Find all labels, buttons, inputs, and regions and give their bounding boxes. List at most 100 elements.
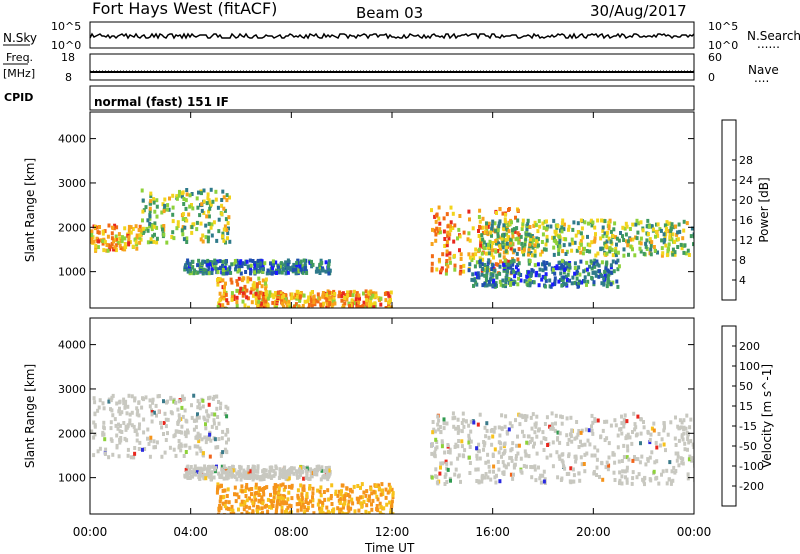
heatmap-cell bbox=[213, 467, 217, 472]
heatmap-cell bbox=[616, 250, 620, 255]
heatmap-cell bbox=[501, 283, 505, 288]
heatmap-cell bbox=[501, 278, 505, 283]
heatmap-cell bbox=[239, 477, 243, 482]
heatmap-cell bbox=[363, 306, 367, 308]
heatmap-cell bbox=[319, 302, 323, 307]
heatmap-cell bbox=[225, 506, 229, 511]
heatmap-cell bbox=[676, 237, 680, 242]
heatmap-cell bbox=[205, 409, 209, 414]
heatmap-cell bbox=[261, 269, 265, 274]
heatmap-cell bbox=[504, 238, 508, 243]
heatmap-cell bbox=[585, 451, 589, 456]
heatmap-cell bbox=[583, 246, 586, 251]
heatmap-cell bbox=[475, 282, 479, 287]
heatmap-cell bbox=[528, 242, 532, 247]
heatmap-cell bbox=[237, 495, 241, 500]
heatmap-cell bbox=[462, 424, 466, 429]
heatmap-cell bbox=[466, 237, 470, 242]
heatmap-cell bbox=[542, 469, 546, 474]
heatmap-cell bbox=[127, 224, 131, 229]
heatmap-cell bbox=[197, 258, 201, 263]
heatmap-cell bbox=[477, 442, 481, 447]
heatmap-cell bbox=[264, 306, 268, 308]
heatmap-cell bbox=[530, 438, 534, 443]
heatmap-cell bbox=[175, 194, 179, 199]
heatmap-cell bbox=[445, 461, 449, 466]
x-tick-label: 16:00 bbox=[475, 525, 510, 539]
colorbar-tick-label: 28 bbox=[739, 154, 753, 167]
heatmap-cell bbox=[98, 446, 102, 451]
heatmap-cell bbox=[498, 244, 502, 249]
heatmap-cell bbox=[609, 423, 613, 428]
heatmap-cell bbox=[97, 405, 101, 410]
heatmap-cell bbox=[477, 247, 481, 252]
heatmap-cell bbox=[279, 483, 283, 488]
heatmap-cell bbox=[447, 236, 451, 241]
heatmap-cell bbox=[374, 291, 378, 296]
heatmap-cell bbox=[312, 300, 316, 305]
heatmap-cell bbox=[362, 490, 366, 495]
heatmap-cell bbox=[333, 301, 337, 306]
heatmap-cell bbox=[148, 454, 152, 459]
heatmap-cell bbox=[634, 457, 638, 461]
heatmap-cell bbox=[118, 406, 121, 411]
heatmap-cell bbox=[676, 245, 680, 249]
heatmap-cell bbox=[544, 437, 548, 441]
heatmap-cell bbox=[516, 236, 520, 241]
heatmap-cell bbox=[303, 509, 307, 514]
heatmap-cell bbox=[177, 445, 181, 450]
heatmap-cell bbox=[162, 421, 166, 425]
heatmap-cell bbox=[128, 240, 132, 245]
heatmap-cell bbox=[219, 401, 223, 406]
heatmap-cell bbox=[189, 465, 193, 469]
heatmap-cell bbox=[132, 455, 135, 460]
heatmap-cell bbox=[328, 471, 332, 476]
heatmap-cell bbox=[338, 489, 341, 494]
heatmap-cell bbox=[229, 511, 233, 514]
heatmap-cell bbox=[560, 225, 564, 230]
heatmap-cell bbox=[579, 250, 583, 255]
heatmap-cell bbox=[670, 237, 674, 242]
heatmap-cell bbox=[482, 440, 486, 444]
heatmap-cell bbox=[686, 433, 690, 438]
heatmap-cell bbox=[599, 434, 603, 439]
heatmap-cell bbox=[480, 262, 484, 267]
heatmap-cell bbox=[257, 269, 261, 274]
heatmap-cell bbox=[617, 459, 621, 464]
heatmap-cell bbox=[191, 222, 195, 227]
heatmap-cell bbox=[668, 460, 672, 465]
heatmap-cell bbox=[439, 429, 443, 434]
heatmap-cell bbox=[113, 417, 117, 422]
heatmap-cell bbox=[240, 489, 244, 494]
heatmap-cell bbox=[156, 394, 160, 399]
heatmap-cell bbox=[559, 478, 563, 482]
heatmap-cell bbox=[254, 485, 258, 490]
heatmap-cell bbox=[313, 471, 317, 476]
heatmap-cell bbox=[679, 456, 683, 461]
heatmap-cell bbox=[283, 263, 287, 268]
heatmap-cell bbox=[434, 213, 438, 218]
heatmap-cell bbox=[272, 270, 276, 275]
heatmap-cell bbox=[90, 229, 94, 234]
heatmap-cell bbox=[330, 305, 334, 308]
heatmap-cell bbox=[562, 227, 566, 232]
heatmap-cell bbox=[614, 247, 618, 251]
heatmap-cell bbox=[103, 452, 107, 456]
heatmap-cell bbox=[122, 401, 126, 406]
heatmap-cell bbox=[326, 477, 330, 482]
heatmap-cell bbox=[445, 243, 449, 248]
heatmap-cell bbox=[210, 470, 214, 475]
heatmap-cell bbox=[295, 289, 299, 294]
heatmap-cell bbox=[683, 243, 687, 248]
heatmap-cell bbox=[523, 242, 527, 247]
heatmap-cell bbox=[329, 494, 333, 498]
heatmap-cell bbox=[256, 469, 260, 474]
heatmap-cell bbox=[287, 484, 291, 489]
heatmap-cell bbox=[511, 234, 515, 239]
heatmap-cell bbox=[234, 264, 238, 269]
heatmap-cell bbox=[210, 233, 214, 238]
heatmap-cell bbox=[482, 447, 485, 452]
heatmap-cell bbox=[202, 475, 206, 480]
heatmap-cell bbox=[140, 188, 144, 193]
heatmap-cell bbox=[665, 220, 669, 225]
